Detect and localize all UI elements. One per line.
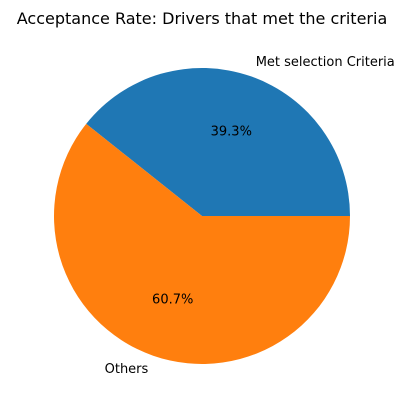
slice-percent-label-2: 60.7% [152, 292, 193, 307]
slice-label-1: Met selection Criteria [256, 55, 395, 70]
pie-labels: Met selection Criteria 39.3% Others 60.7% [105, 55, 395, 377]
pie-slice-1 [86, 67, 350, 217]
slice-label-2: Others [105, 362, 149, 377]
pie-slice-2 [54, 123, 351, 364]
chart-title: Acceptance Rate: Drivers that met the cr… [17, 9, 388, 28]
slice-percent-label-1: 39.3% [211, 125, 252, 140]
pie-slices [54, 67, 351, 364]
